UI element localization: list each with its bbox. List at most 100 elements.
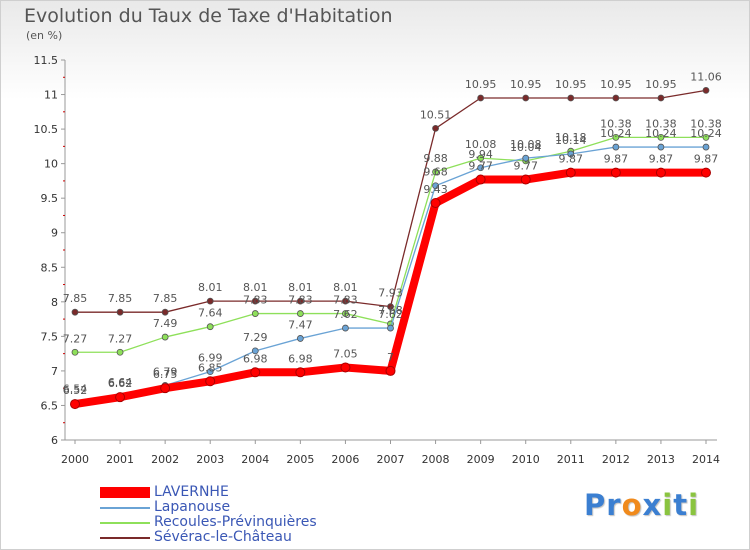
x-tick-label: 2004 <box>241 453 269 466</box>
logo-letter: P <box>584 488 607 522</box>
data-point <box>567 150 575 158</box>
data-label: 7.68 <box>378 304 403 317</box>
data-point <box>701 167 711 178</box>
data-point <box>612 133 620 141</box>
x-tick-label: 2011 <box>557 453 585 466</box>
data-label: 10.08 <box>510 138 542 151</box>
proxiti-logo: Proxiti <box>584 488 699 522</box>
logo-letter: o <box>621 488 643 522</box>
data-point <box>522 94 530 102</box>
legend-label-severac: Sévérac-le-Château <box>154 529 292 545</box>
data-point <box>610 167 621 178</box>
legend-swatch-lavernhe <box>100 487 150 498</box>
data-label: 7 <box>387 351 394 364</box>
x-tick-label: 2005 <box>286 453 314 466</box>
data-label: 7.83 <box>243 294 268 307</box>
data-label: 7.27 <box>108 332 133 345</box>
data-label: 9.88 <box>423 152 448 165</box>
x-tick-label: 2003 <box>196 453 224 466</box>
data-label: 9.94 <box>468 148 493 161</box>
data-point <box>520 174 531 185</box>
logo-letter: r <box>606 488 622 522</box>
data-label: 7.27 <box>63 332 88 345</box>
data-label: 9.87 <box>649 153 674 166</box>
data-label: 6.98 <box>243 352 268 365</box>
data-point <box>702 143 710 151</box>
y-tick-label: 6 <box>51 434 58 447</box>
data-label: 6.62 <box>108 377 133 390</box>
logo-letter: t <box>673 488 689 522</box>
data-label: 7.62 <box>333 308 358 321</box>
data-label: 6.85 <box>198 361 223 374</box>
legend-swatch-recoules <box>100 522 150 524</box>
y-tick-label: 6.5 <box>41 399 59 412</box>
data-point <box>115 392 126 403</box>
data-point <box>702 87 710 94</box>
data-label: 10.14 <box>555 134 587 147</box>
data-label: 9.68 <box>423 166 448 179</box>
data-point <box>430 198 441 209</box>
data-point <box>342 310 349 317</box>
data-point <box>477 94 485 102</box>
x-tick-label: 2002 <box>151 453 179 466</box>
data-point <box>702 133 710 141</box>
x-tick-label: 2008 <box>422 453 450 466</box>
data-label: 10.95 <box>465 78 497 91</box>
data-point <box>161 333 169 341</box>
data-point <box>657 133 665 141</box>
y-tick-label: 8.5 <box>41 261 59 274</box>
data-label: 7.64 <box>198 307 223 320</box>
x-tick-label: 2009 <box>467 453 495 466</box>
data-point <box>296 335 304 342</box>
data-label: 9.77 <box>513 160 538 173</box>
data-point <box>612 143 620 151</box>
data-label: 10.95 <box>600 78 632 91</box>
data-label: 7.85 <box>153 292 178 305</box>
data-label: 7.83 <box>288 294 313 307</box>
data-label: 7.93 <box>378 287 403 300</box>
line-chart: 6 6.5 7 7.5 8 8.5 9 9.5 10 10.5 11 11.5 2000 2001 2002… <box>34 54 722 466</box>
chart-subtitle: (en %) <box>26 29 63 42</box>
data-label: 9.87 <box>694 153 719 166</box>
data-label: 7.47 <box>288 318 313 331</box>
data-point <box>657 94 665 102</box>
data-point <box>295 367 306 378</box>
data-label: 8.01 <box>198 281 223 294</box>
legend-swatch-lapanouse <box>100 507 150 509</box>
data-label: 7.05 <box>333 347 358 360</box>
chart-title: Evolution du Taux de Taxe d'Habitation <box>24 5 393 27</box>
data-label: 6.75 <box>153 368 178 381</box>
x-tick-label: 2012 <box>602 453 630 466</box>
x-tick-label: 2000 <box>61 453 89 466</box>
logo-letter: i <box>662 488 674 522</box>
data-label: 6.52 <box>63 384 88 397</box>
data-label: 7.62 <box>378 308 403 321</box>
data-point <box>206 297 214 305</box>
data-label: 9.77 <box>468 160 493 173</box>
data-point <box>251 297 259 305</box>
data-point <box>251 310 259 317</box>
y-tick-label: 10 <box>44 158 58 171</box>
data-label: 10.38 <box>645 117 677 130</box>
data-label: 6.98 <box>288 352 313 365</box>
data-point <box>250 367 261 378</box>
data-point <box>655 167 666 178</box>
legend-label-lapanouse: Lapanouse <box>154 499 231 515</box>
data-label: 9.87 <box>559 153 584 166</box>
data-point <box>385 365 396 376</box>
x-tick-label: 2007 <box>377 453 405 466</box>
data-point <box>296 297 304 305</box>
data-label: 10.04 <box>510 141 542 154</box>
y-tick-label: 7.5 <box>41 330 59 343</box>
y-tick-label: 8 <box>51 296 58 309</box>
y-tick-label: 7 <box>51 365 58 378</box>
data-label: 10.95 <box>645 78 677 91</box>
data-point <box>657 143 665 151</box>
data-label: 7.85 <box>63 292 88 305</box>
data-label: 6.99 <box>198 352 223 365</box>
y-tick-label: 10.5 <box>34 123 59 136</box>
data-point <box>522 154 530 162</box>
data-point <box>342 324 349 332</box>
y-tick-label: 11 <box>44 89 58 102</box>
data-label: 10.51 <box>420 108 452 121</box>
